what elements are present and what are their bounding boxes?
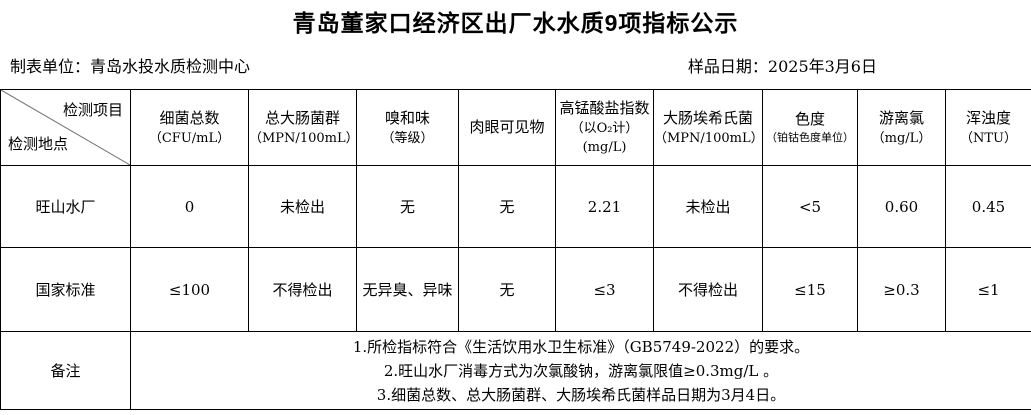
value-cell: ≤15: [762, 247, 858, 332]
remark-line: 1.所检指标符合《生活饮用水卫生标准》（GB5749-2022）的要求。: [352, 337, 810, 356]
column-name: 总大肠菌群: [264, 108, 340, 127]
corner-label-location: 检测地点: [8, 135, 69, 153]
column-name: 大肠埃希氏菌: [662, 108, 753, 127]
column-unit: （等级）: [381, 130, 434, 146]
value-cell: 0.60: [857, 165, 946, 248]
value-cell: ≥0.3: [857, 247, 946, 332]
meta-row: 制表单位：青岛水投水质检测中心 样品日期：2025年3月6日: [0, 56, 1031, 78]
column-unit: （NTU）: [959, 130, 1017, 146]
remarks-cell: 1.所检指标符合《生活饮用水卫生标准》（GB5749-2022）的要求。 2.旺…: [130, 331, 1031, 410]
value-cell: 0: [130, 165, 249, 248]
header-cell-chroma: 色度 （铂钴色度单位）: [762, 89, 858, 166]
value-cell: 未检出: [248, 165, 357, 248]
column-unit: （以O₂计）: [570, 121, 639, 136]
remarks-label: 备注: [0, 331, 131, 410]
value-cell: ≤100: [130, 247, 249, 332]
table-row-national-standard: 国家标准 ≤100 不得检出 无异臭、异味 无 ≤3 不得检出 ≤15 ≥0.3…: [0, 247, 1031, 332]
remark-line: 2.旺山水厂消毒方式为次氯酸钠，游离氯限值≥0.3mg/L 。: [383, 361, 779, 380]
column-name: 嗅和味: [384, 108, 430, 127]
row-label: 国家标准: [0, 247, 131, 332]
column-unit-2: (mg/L): [582, 140, 627, 155]
table-row-remarks: 备注 1.所检指标符合《生活饮用水卫生标准》（GB5749-2022）的要求。 …: [0, 331, 1031, 410]
value-cell: <5: [762, 165, 858, 248]
value-cell: 无: [356, 165, 459, 248]
header-cell-permanganate-index: 高锰酸盐指数 （以O₂计） (mg/L): [555, 89, 654, 166]
value-cell: ≤1: [945, 247, 1031, 332]
header-cell-visible-matter: 肉眼可见物: [458, 89, 556, 166]
table-row-wangshan-plant: 旺山水厂 0 未检出 无 无 2.21 未检出 <5 0.60 0.45: [0, 165, 1031, 248]
header-cell-odor-taste: 嗅和味 （等级）: [356, 89, 459, 166]
column-name: 游离氯: [878, 108, 924, 127]
value-cell: 不得检出: [248, 247, 357, 332]
table-header-row: 检测项目 检测地点 细菌总数 （CFU/mL） 总大肠菌群 （MPN/100mL…: [0, 89, 1031, 166]
value-cell: 0.45: [945, 165, 1031, 248]
corner-cell: 检测项目 检测地点: [0, 89, 131, 166]
remark-line: 3.细菌总数、总大肠菌群、大肠埃希氏菌样品日期为3月4日。: [376, 385, 786, 404]
header-cell-free-chlorine: 游离氯 （mg/L）: [857, 89, 946, 166]
column-unit: （CFU/mL）: [148, 130, 231, 146]
value-cell: 无异臭、异味: [356, 247, 459, 332]
value-cell: 未检出: [653, 165, 763, 248]
value-cell: ≤3: [555, 247, 654, 332]
issuer-label: 制表单位：青岛水投水质检测中心: [10, 57, 251, 76]
column-unit: （mg/L）: [871, 130, 932, 146]
water-quality-table: 检测项目 检测地点 细菌总数 （CFU/mL） 总大肠菌群 （MPN/100mL…: [0, 89, 1031, 410]
value-cell: 不得检出: [653, 247, 763, 332]
column-name: 浑浊度: [965, 108, 1011, 127]
header-cell-bacteria-total: 细菌总数 （CFU/mL）: [130, 89, 249, 166]
value-cell: 2.21: [555, 165, 654, 248]
header-cell-total-coliform: 总大肠菌群 （MPN/100mL）: [248, 89, 357, 166]
diagonal-divider-line: [1, 90, 130, 165]
column-name: 细菌总数: [159, 108, 220, 127]
column-unit: （铂钴色度单位）: [766, 131, 854, 144]
row-label: 旺山水厂: [0, 165, 131, 248]
column-name: 色度: [794, 110, 825, 128]
value-cell: 无: [458, 247, 556, 332]
column-unit: （MPN/100mL）: [654, 130, 763, 146]
page-title: 青岛董家口经济区出厂水水质9项指标公示: [292, 10, 739, 36]
column-name: 肉眼可见物: [469, 118, 545, 136]
header-cell-turbidity: 浑浊度 （NTU）: [945, 89, 1031, 166]
column-name: 高锰酸盐指数: [559, 99, 650, 117]
value-cell: 无: [458, 165, 556, 248]
sample-date-label: 样品日期：2025年3月6日: [687, 57, 877, 76]
corner-label-items: 检测项目: [62, 101, 123, 119]
header-cell-e-coli: 大肠埃希氏菌 （MPN/100mL）: [653, 89, 763, 166]
column-unit: （MPN/100mL）: [249, 130, 357, 146]
